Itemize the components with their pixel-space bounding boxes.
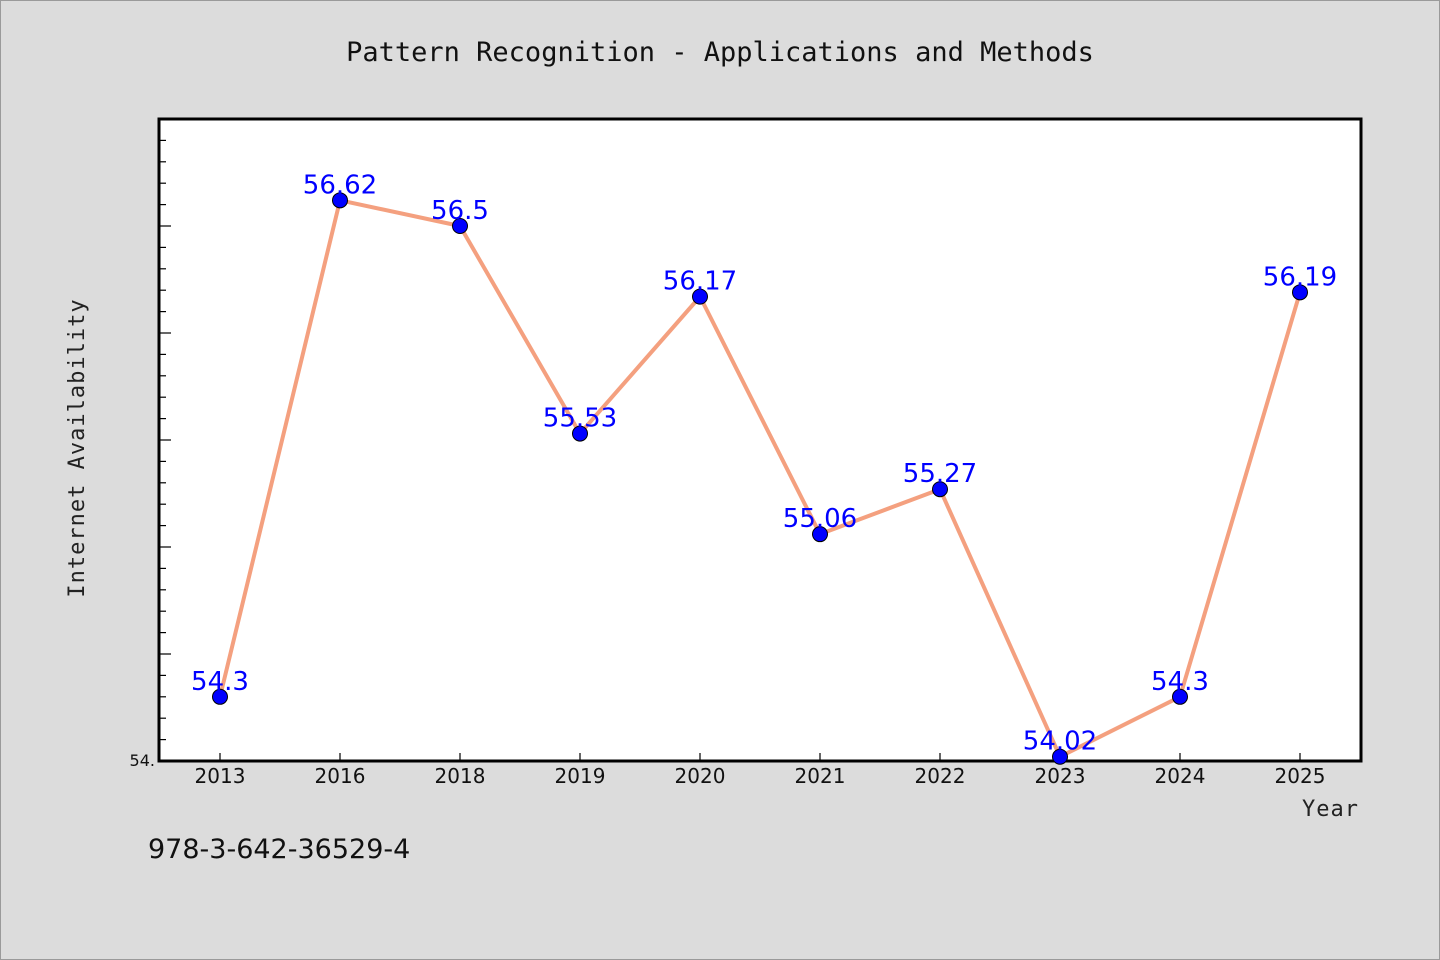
data-point bbox=[1052, 748, 1068, 765]
series-markers bbox=[212, 192, 1308, 765]
data-point bbox=[932, 481, 948, 498]
data-label: 56.17 bbox=[663, 267, 737, 297]
data-label: 54.02 bbox=[1023, 727, 1097, 757]
data-point bbox=[1292, 284, 1308, 301]
x-tick-label: 2013 bbox=[195, 764, 246, 788]
data-point bbox=[1172, 688, 1188, 705]
plot-area bbox=[157, 117, 1363, 763]
x-tick-label: 2016 bbox=[315, 764, 366, 788]
data-point bbox=[692, 288, 708, 305]
data-labels: 54.3 56.62 56.5 55.53 56.17 55.06 55.27 54.02 54… bbox=[191, 170, 1337, 756]
data-point bbox=[332, 192, 348, 209]
x-tick-label: 2024 bbox=[1155, 764, 1206, 788]
x-tick-label: 2023 bbox=[1035, 764, 1086, 788]
x-tick-label: 2018 bbox=[435, 764, 486, 788]
data-point bbox=[572, 425, 588, 442]
data-label: 56.5 bbox=[431, 196, 489, 226]
chart-title: Pattern Recognition - Applications and M… bbox=[346, 37, 1094, 68]
data-label: 55.53 bbox=[543, 404, 617, 434]
series-line bbox=[218, 198, 1302, 759]
y-axis-min-label: 54. bbox=[130, 751, 155, 770]
x-tick-label: 2019 bbox=[555, 764, 606, 788]
x-tick-label: 2020 bbox=[675, 764, 726, 788]
data-label: 54.3 bbox=[191, 667, 249, 697]
data-label: 56.19 bbox=[1263, 262, 1337, 292]
y-axis-label: Internet Availability bbox=[65, 298, 90, 597]
data-label: 56.62 bbox=[303, 170, 377, 200]
x-tick-label: 2021 bbox=[795, 764, 846, 788]
isbn-note: 978-3-642-36529-4 bbox=[148, 834, 411, 865]
x-axis-ticks: 2013 2016 2018 2019 2020 2021 2022 2023 2024 2025 bbox=[195, 753, 1326, 788]
data-label: 55.27 bbox=[903, 459, 977, 489]
data-label: 55.06 bbox=[783, 504, 857, 534]
data-point bbox=[452, 218, 468, 234]
y-axis-ticks bbox=[159, 139, 171, 741]
x-axis-label: Year bbox=[1302, 797, 1359, 822]
data-point bbox=[212, 688, 228, 705]
data-point bbox=[812, 526, 828, 543]
x-tick-label: 2025 bbox=[1275, 764, 1326, 788]
data-label: 54.3 bbox=[1151, 667, 1209, 697]
x-tick-label: 2022 bbox=[915, 764, 966, 788]
